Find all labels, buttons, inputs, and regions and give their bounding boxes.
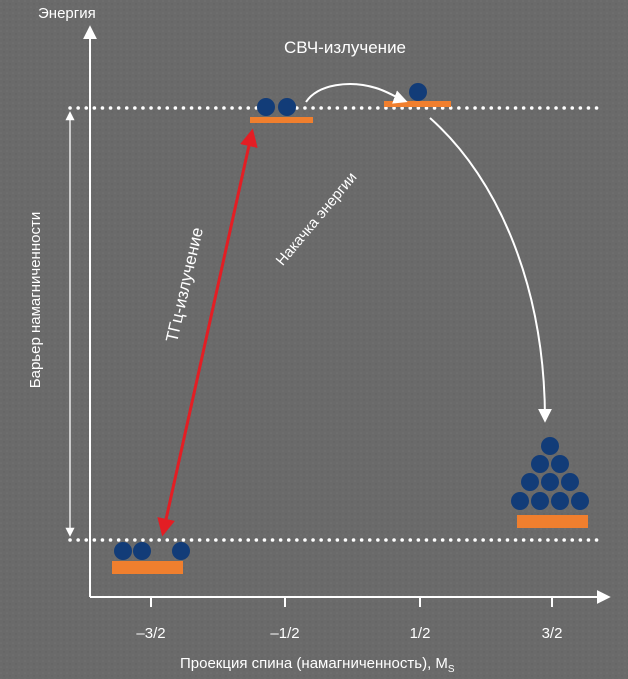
spin-particle xyxy=(571,492,589,510)
spin-particle xyxy=(257,98,275,116)
level-bar-plus-1-2 xyxy=(384,101,451,107)
x-tick-label: 3/2 xyxy=(542,625,563,642)
x-tick-label: –3/2 xyxy=(136,625,165,642)
spin-particle xyxy=(551,455,569,473)
x-axis-label: Проекция спина (намагниченность), MS xyxy=(180,655,455,675)
spin-particle xyxy=(133,542,151,560)
barrier-label: Барьер намагниченности xyxy=(27,212,44,388)
y-axis-label: Энергия xyxy=(38,5,96,22)
spin-particle xyxy=(114,542,132,560)
level-bar-minus-3-2 xyxy=(112,561,183,574)
level-bar-plus-3-2 xyxy=(517,515,588,528)
spin-particle xyxy=(278,98,296,116)
x-axis-label-subscript: S xyxy=(448,664,455,675)
spin-particle xyxy=(551,492,569,510)
microwave-arrow xyxy=(305,83,408,104)
spin-particle xyxy=(172,542,190,560)
microwave-label: СВЧ-излучение xyxy=(284,38,406,57)
relaxation-arrow xyxy=(429,117,552,423)
x-axis-label-text: Проекция спина (намагниченность), M xyxy=(180,655,448,672)
x-tick-label: –1/2 xyxy=(270,625,299,642)
spin-particle xyxy=(531,492,549,510)
spin-particle xyxy=(541,437,559,455)
level-bar-minus-1-2 xyxy=(250,117,313,123)
spin-particle xyxy=(561,473,579,491)
spin-particle xyxy=(511,492,529,510)
thz-arrow xyxy=(157,128,258,537)
spin-particle xyxy=(541,473,559,491)
spin-particle xyxy=(521,473,539,491)
spin-particle xyxy=(409,83,427,101)
x-tick-label: 1/2 xyxy=(410,625,431,642)
spin-particle xyxy=(531,455,549,473)
